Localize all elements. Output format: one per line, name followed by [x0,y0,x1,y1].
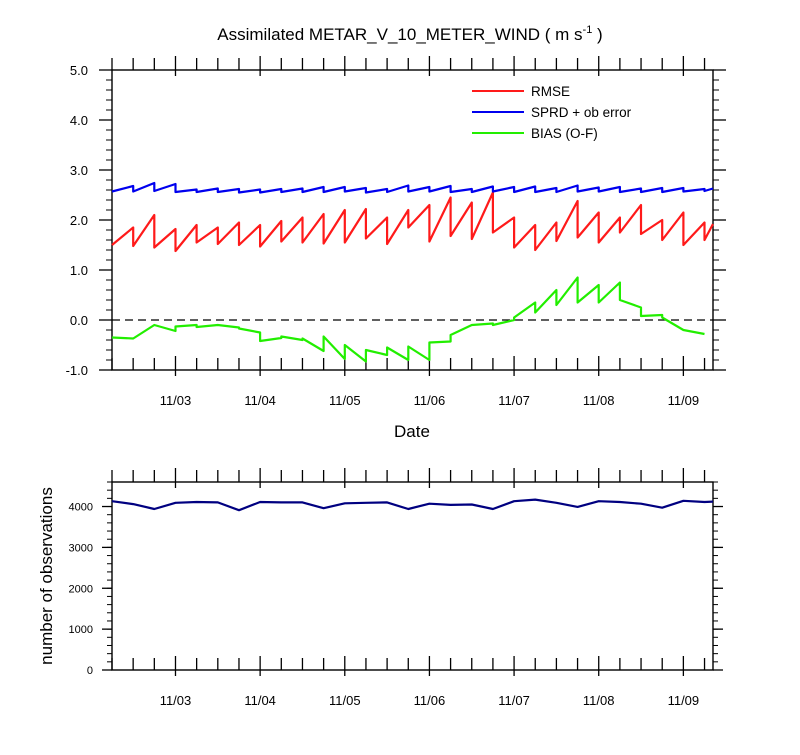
x-tick-label: 11/04 [244,693,276,708]
x-tick-label: 11/06 [414,393,446,408]
y-tick-label: 0.0 [70,313,88,328]
x-tick-label: 11/06 [414,693,446,708]
x-axis-label: Date [394,422,430,441]
obs-y-tick-label: 1000 [69,624,93,636]
obs-y-tick-label: 2000 [69,583,93,595]
obs-plot-frame [111,481,714,671]
x-tick-label: 11/05 [329,393,361,408]
y-tick-label: 1.0 [70,263,88,278]
legend-label-bias: BIAS (O-F) [531,126,598,141]
obs-plot-ticks [102,468,723,676]
series-bias [111,276,705,363]
y-tick-label: 3.0 [70,163,88,178]
x-tick-label: 11/09 [668,693,700,708]
y-tick-label: 4.0 [70,113,88,128]
obs-y-tick-label: 4000 [69,502,93,514]
main-plot-tick-labels: 11/03 11/04 11/05 11/06 11/07 11/08 11/09 -1.0 0… [66,63,700,408]
legend: RMSE SPRD + ob error BIAS (O-F) [472,84,632,141]
obs-y-tick-label: 0 [87,665,93,677]
obs-plot-series [111,498,714,512]
y-tick-label: 5.0 [70,63,88,78]
obs-y-tick-label: 3000 [69,542,93,554]
x-tick-label: 11/03 [160,693,192,708]
main-plot-ticks [99,56,726,376]
x-tick-label: 11/07 [498,693,530,708]
x-tick-label: 11/08 [583,393,615,408]
x-tick-label: 11/07 [498,393,530,408]
x-tick-label: 11/09 [668,393,700,408]
main-plot-series [111,181,714,363]
x-tick-label: 11/04 [244,393,276,408]
x-tick-label: 11/08 [583,693,615,708]
x-tick-label: 11/05 [329,693,361,708]
y-tick-label: -1.0 [66,363,88,378]
y-axis-label-observations: number of observations [37,487,56,665]
legend-label-sprd: SPRD + ob error [531,105,632,120]
obs-plot-tick-labels: 11/03 11/04 11/05 11/06 11/07 11/08 11/09 0 1000… [69,502,700,708]
series-observations [111,498,714,512]
legend-label-rmse: RMSE [531,84,570,99]
x-tick-label: 11/03 [160,393,192,408]
series-rmse [111,191,714,253]
chart-title: Assimilated METAR_V_10_METER_WIND ( m s-… [217,24,602,44]
y-tick-label: 2.0 [70,213,88,228]
series-sprd [111,181,714,194]
